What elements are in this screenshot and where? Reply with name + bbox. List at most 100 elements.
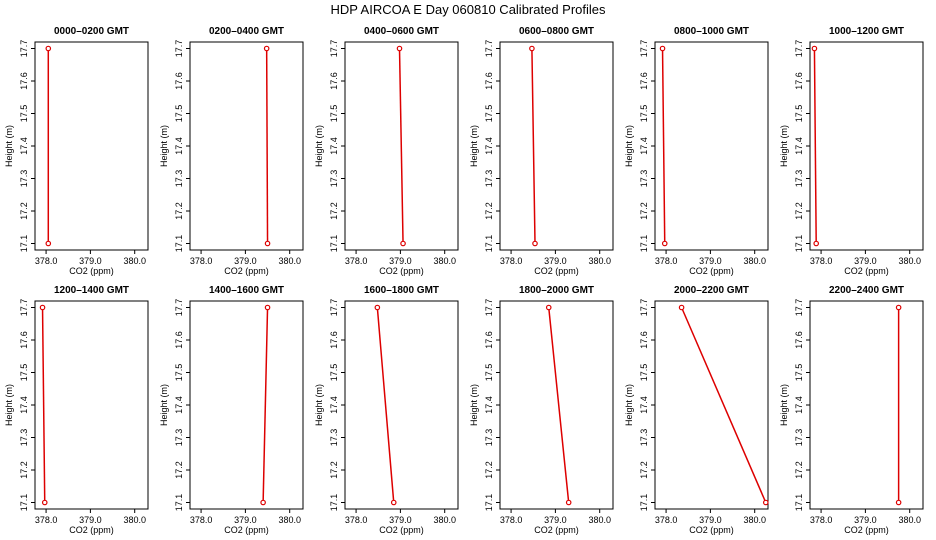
y-tick-label: 17.4	[174, 396, 184, 414]
y-tick-label: 17.5	[329, 364, 339, 382]
y-tick-label: 17.3	[484, 170, 494, 188]
y-tick-label: 17.6	[174, 72, 184, 90]
y-tick-label: 17.5	[174, 105, 184, 123]
x-tick-label: 380.0	[743, 515, 766, 525]
y-tick-label: 17.5	[794, 105, 804, 123]
y-tick-label: 17.7	[484, 299, 494, 317]
x-axis-label: CO2 (ppm)	[534, 266, 579, 276]
y-tick-label: 17.1	[174, 235, 184, 253]
profile-line	[661, 48, 666, 244]
plot-frame	[809, 41, 924, 251]
y-axis-label: Height (m)	[4, 384, 14, 426]
y-tick-label: 17.7	[794, 40, 804, 58]
plot-frame	[189, 300, 304, 510]
panel-title: 0800–1000 GMT	[674, 26, 749, 37]
plot-frame	[34, 41, 149, 251]
x-axis-label: CO2 (ppm)	[844, 266, 889, 276]
x-tick-label: 378.0	[345, 515, 368, 525]
y-tick-label: 17.5	[174, 364, 184, 382]
y-tick-label: 17.7	[794, 299, 804, 317]
x-tick-label: 380.0	[433, 256, 456, 266]
x-tick-label: 379.0	[79, 256, 102, 266]
x-tick-label: 379.0	[699, 515, 722, 525]
y-tick-label: 17.1	[639, 235, 649, 253]
y-axis-label: Height (m)	[624, 125, 634, 167]
y-tick-label: 17.6	[794, 331, 804, 349]
y-tick-label: 17.2	[484, 202, 494, 220]
x-tick-label: 379.0	[389, 256, 412, 266]
x-tick-label: 378.0	[190, 256, 213, 266]
x-tick-label: 379.0	[79, 515, 102, 525]
y-tick-label: 17.1	[174, 494, 184, 512]
y-tick-label: 17.1	[329, 235, 339, 253]
y-tick-label: 17.6	[484, 72, 494, 90]
x-tick-label: 378.0	[500, 515, 523, 525]
y-tick-label: 17.5	[19, 105, 29, 123]
y-tick-label: 17.1	[19, 494, 29, 512]
y-tick-label: 17.2	[794, 461, 804, 479]
x-tick-label: 380.0	[588, 515, 611, 525]
plot-frame	[189, 41, 304, 251]
y-tick-label: 17.5	[484, 364, 494, 382]
panel-title: 1600–1800 GMT	[364, 285, 439, 296]
x-tick-label: 378.0	[500, 256, 523, 266]
chart-panel: 1200–1400 GMT 378.0 379.0 380.0 CO2 (ppm) 17.…	[4, 285, 149, 535]
x-tick-label: 380.0	[278, 256, 301, 266]
data-point	[374, 304, 381, 311]
data-point	[532, 240, 538, 247]
y-tick-label: 17.3	[639, 429, 649, 447]
y-tick-label: 17.7	[329, 40, 339, 58]
data-point	[545, 304, 552, 311]
data-point	[529, 45, 535, 52]
y-tick-label: 17.3	[794, 429, 804, 447]
y-tick-label: 17.7	[174, 40, 184, 58]
plot-frame	[499, 41, 614, 251]
x-tick-label: 379.0	[234, 256, 257, 266]
data-point	[264, 304, 271, 311]
y-tick-label: 17.2	[484, 461, 494, 479]
y-tick-label: 17.6	[484, 331, 494, 349]
panel-title: 2000–2200 GMT	[674, 285, 749, 296]
data-point	[659, 45, 666, 52]
data-point	[45, 240, 52, 247]
y-tick-label: 17.5	[329, 105, 339, 123]
profile-line	[531, 48, 536, 244]
x-tick-label: 379.0	[389, 515, 412, 525]
y-tick-label: 17.4	[19, 396, 29, 414]
x-tick-label: 380.0	[743, 256, 766, 266]
plot-frame	[34, 300, 149, 510]
y-tick-label: 17.1	[19, 235, 29, 253]
profile-line	[262, 307, 269, 503]
chart-panel: 1000–1200 GMT 378.0 379.0 380.0 CO2 (ppm) 17.…	[779, 26, 924, 276]
x-axis-label: CO2 (ppm)	[379, 525, 424, 535]
profile-line	[813, 48, 817, 244]
panel-title: 1000–1200 GMT	[829, 26, 904, 37]
data-point	[813, 240, 820, 247]
x-tick-label: 378.0	[655, 256, 678, 266]
x-axis-label: CO2 (ppm)	[69, 525, 114, 535]
profile-line	[547, 307, 570, 503]
plot-frame	[654, 41, 769, 251]
panel-title: 0000–0200 GMT	[54, 26, 129, 37]
y-tick-label: 17.4	[484, 137, 494, 155]
chart-panel: 1400–1600 GMT 378.0 379.0 380.0 CO2 (ppm) 17.…	[159, 285, 304, 535]
y-tick-label: 17.1	[484, 494, 494, 512]
y-tick-label: 17.7	[19, 299, 29, 317]
panel-title: 1200–1400 GMT	[54, 285, 129, 296]
y-tick-label: 17.3	[484, 429, 494, 447]
panel-title: 1800–2000 GMT	[519, 285, 594, 296]
y-tick-label: 17.2	[19, 461, 29, 479]
data-point	[264, 240, 271, 247]
data-point	[45, 45, 52, 52]
profile-line	[265, 48, 269, 244]
y-tick-label: 17.7	[19, 40, 29, 58]
y-axis-label: Height (m)	[624, 384, 634, 426]
y-tick-label: 17.4	[19, 137, 29, 155]
y-axis-label: Height (m)	[314, 125, 324, 167]
y-tick-label: 17.1	[329, 494, 339, 512]
data-point	[565, 499, 572, 506]
x-axis-label: CO2 (ppm)	[844, 525, 889, 535]
y-tick-label: 17.1	[484, 235, 494, 253]
x-axis-label: CO2 (ppm)	[689, 266, 734, 276]
